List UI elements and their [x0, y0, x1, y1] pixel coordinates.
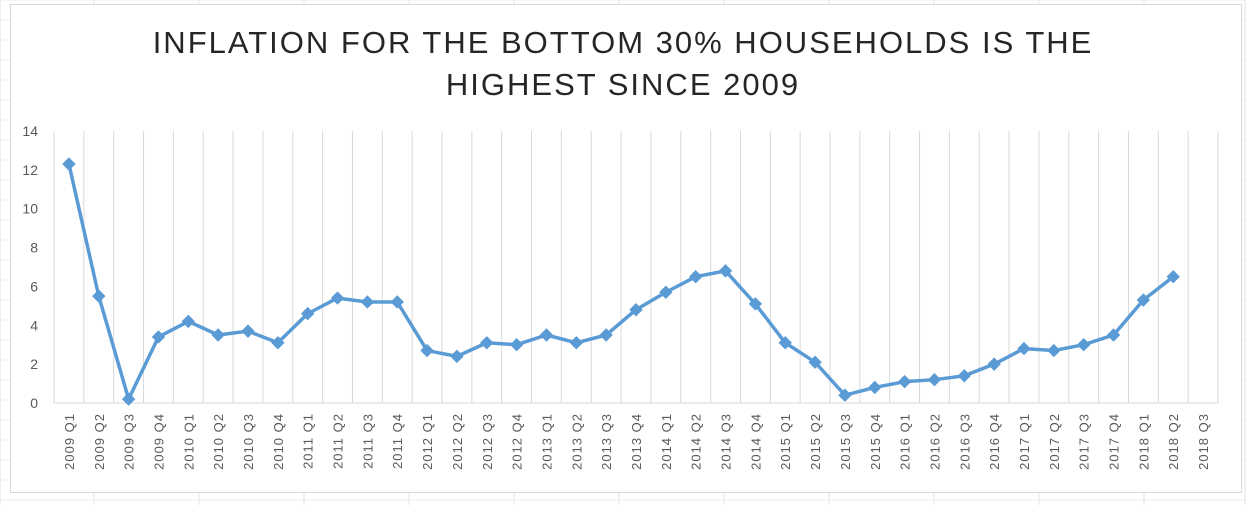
data-point-marker [271, 336, 285, 350]
data-point-marker [62, 157, 76, 171]
data-point-marker [241, 324, 255, 338]
chart-title: INFLATION FOR THE BOTTOM 30% HOUSEHOLDS … [10, 22, 1236, 106]
x-tick-label: 2014 Q2 [689, 413, 704, 470]
chart-title-line-2: HIGHEST SINCE 2009 [445, 67, 801, 102]
data-point-marker [92, 289, 106, 303]
y-tick-label: 0 [30, 395, 38, 411]
data-point-marker [1047, 343, 1061, 358]
data-point-marker [838, 388, 852, 402]
series-line [67, 162, 1175, 401]
x-tick-label: 2014 Q3 [719, 413, 734, 470]
data-point-marker [151, 330, 166, 344]
data-point-marker [1017, 341, 1031, 356]
x-tick-label: 2016 Q2 [927, 413, 942, 470]
x-tick-label: 2010 Q3 [241, 413, 256, 470]
x-tick-label: 2012 Q2 [450, 413, 465, 470]
data-point-marker [599, 328, 613, 342]
data-point-marker [778, 336, 792, 350]
data-point-marker [360, 295, 375, 309]
x-tick-label: 2009 Q3 [122, 413, 137, 470]
x-tick-label: 2013 Q2 [569, 413, 584, 470]
data-point-marker [509, 338, 524, 352]
data-point-marker [539, 328, 554, 342]
x-tick-label: 2011 Q4 [390, 413, 405, 469]
data-point-marker [1106, 328, 1121, 342]
data-point-marker [420, 343, 434, 358]
y-tick-label: 8 [30, 240, 38, 256]
x-tick-label: 2014 Q4 [748, 413, 763, 470]
x-tick-label: 2017 Q4 [1107, 413, 1122, 470]
data-point-marker [1136, 293, 1151, 307]
x-tick-label: 2010 Q1 [181, 413, 196, 470]
data-point-marker [897, 374, 912, 389]
x-tick-label: 2015 Q4 [868, 413, 883, 470]
x-tick-label: 2013 Q4 [629, 413, 644, 470]
x-tick-label: 2018 Q1 [1136, 413, 1151, 470]
x-tick-label: 2010 Q4 [271, 413, 286, 470]
x-tick-label: 2017 Q1 [1017, 413, 1032, 470]
data-point-marker [330, 291, 345, 305]
x-tick-label: 2009 Q4 [151, 413, 166, 470]
y-tick-label: 6 [30, 278, 38, 294]
data-point-marker [659, 285, 673, 299]
x-tick-label: 2009 Q2 [92, 413, 107, 470]
data-point-marker [688, 270, 703, 284]
x-tick-label: 2013 Q1 [539, 413, 554, 470]
data-point-marker [957, 369, 972, 383]
x-tick-label: 2016 Q3 [957, 413, 972, 470]
x-tick-label: 2011 Q2 [331, 413, 346, 469]
y-tick-label: 14 [22, 123, 38, 139]
x-tick-label: 2012 Q4 [510, 413, 525, 470]
x-tick-label: 2011 Q3 [360, 413, 375, 469]
data-point-marker [808, 355, 822, 369]
x-tick-label: 2010 Q2 [211, 413, 226, 470]
x-tick-label: 2017 Q2 [1047, 413, 1062, 470]
x-tick-label: 2009 Q1 [62, 413, 77, 470]
y-tick-label: 2 [30, 356, 38, 372]
x-tick-label: 2017 Q3 [1077, 413, 1092, 470]
x-tick-label: 2013 Q3 [599, 413, 614, 470]
chart-title-line-1: INFLATION FOR THE BOTTOM 30% HOUSEHOLDS … [152, 25, 1094, 60]
data-point-marker [390, 295, 404, 309]
data-point-marker [300, 306, 315, 321]
data-point-marker [927, 372, 942, 387]
data-point-marker [480, 336, 494, 350]
data-point-marker [987, 357, 1001, 371]
data-point-marker [629, 303, 643, 317]
x-tick-label: 2012 Q3 [480, 413, 495, 470]
x-tick-label: 2015 Q1 [778, 413, 793, 470]
data-point-marker [868, 380, 882, 395]
data-point-marker [121, 392, 136, 406]
data-point-marker [569, 336, 584, 350]
x-tick-label: 2016 Q4 [987, 413, 1002, 470]
chart-area[interactable] [10, 4, 1242, 493]
y-tick-label: 4 [30, 317, 38, 333]
data-point-marker [211, 328, 225, 342]
x-tick-label: 2011 Q1 [301, 413, 316, 469]
x-tick-label: 2012 Q1 [420, 413, 435, 470]
x-tick-label: 2016 Q1 [898, 413, 913, 470]
data-point-marker [1076, 338, 1091, 352]
x-tick-label: 2014 Q1 [659, 413, 674, 470]
data-point-marker [718, 264, 733, 278]
y-tick-label: 10 [22, 201, 38, 217]
x-tick-label: 2015 Q3 [838, 413, 853, 470]
x-tick-label: 2015 Q2 [808, 413, 823, 470]
x-tick-label: 2018 Q3 [1196, 413, 1211, 470]
data-point-marker [450, 349, 464, 364]
data-point-marker [181, 314, 196, 329]
data-point-marker [748, 297, 763, 311]
x-tick-label: 2018 Q2 [1166, 413, 1181, 470]
y-tick-label: 12 [22, 162, 38, 178]
data-point-marker [1166, 270, 1180, 284]
